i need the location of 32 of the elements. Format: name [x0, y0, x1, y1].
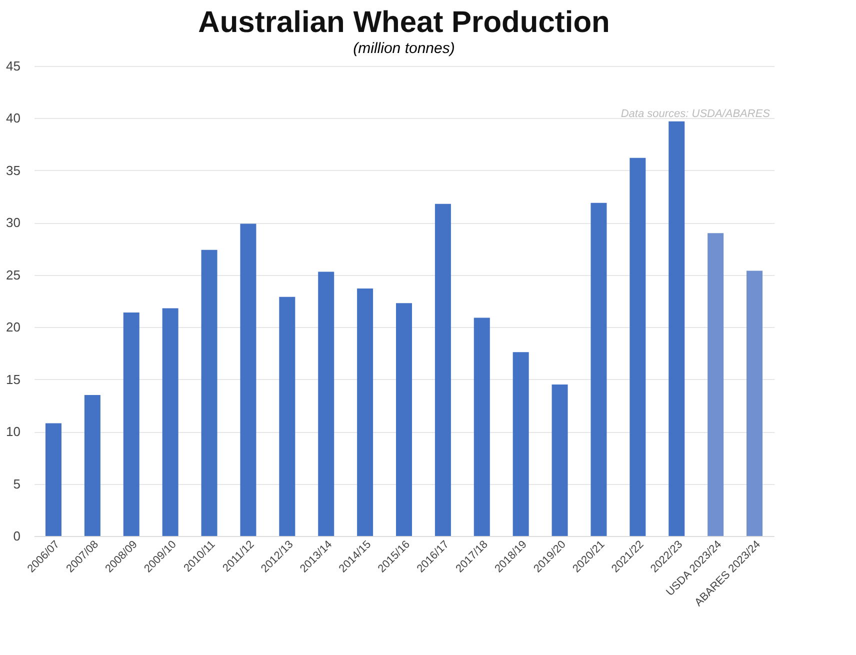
y-tick-label: 10 — [6, 424, 20, 440]
y-tick-label: 30 — [6, 215, 20, 230]
bar — [123, 312, 140, 536]
bar — [512, 352, 529, 536]
bar — [318, 272, 334, 536]
bar — [630, 158, 646, 536]
bar — [396, 303, 412, 536]
y-tick-label: 5 — [13, 476, 20, 492]
bar — [668, 121, 685, 536]
y-tick-label: 45 — [6, 58, 20, 74]
annotation: Data sources: USDA/ABARES — [620, 108, 771, 120]
bar — [240, 224, 256, 536]
bar — [708, 233, 724, 536]
bar — [45, 423, 62, 536]
chart-title: Australian Wheat Production — [198, 6, 610, 39]
y-tick-label: 0 — [13, 528, 20, 544]
y-tick-label: 40 — [6, 110, 20, 126]
y-tick-label: 15 — [6, 372, 20, 387]
y-tick-label: 25 — [6, 267, 20, 282]
bar — [746, 270, 763, 536]
bar — [434, 204, 451, 536]
bar — [162, 308, 178, 536]
bar — [84, 395, 100, 536]
bar — [357, 288, 374, 536]
bar — [279, 296, 296, 536]
y-tick-label: 35 — [6, 162, 20, 178]
bar — [590, 202, 607, 536]
chart-subtitle: (million tonnes) — [353, 40, 455, 57]
bar — [474, 318, 490, 536]
bar — [552, 384, 568, 536]
bar — [201, 250, 218, 536]
y-tick-label: 20 — [6, 320, 20, 335]
